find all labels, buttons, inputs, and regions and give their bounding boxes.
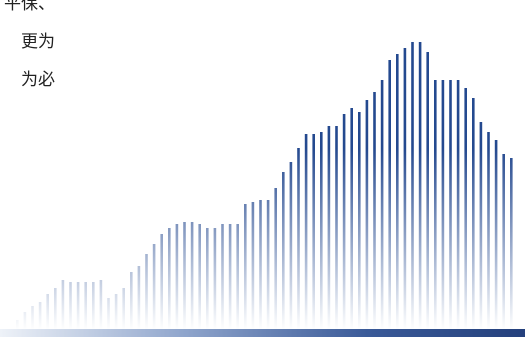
bar	[54, 288, 57, 330]
bar	[342, 114, 346, 330]
bar	[114, 294, 118, 330]
bar	[327, 126, 331, 330]
bar	[365, 100, 369, 330]
bar	[122, 288, 125, 330]
bar	[464, 88, 467, 330]
bar	[426, 52, 429, 330]
bar	[434, 80, 437, 330]
bar	[479, 122, 483, 330]
bar	[297, 148, 300, 330]
bottom-band	[0, 329, 525, 337]
bar	[236, 224, 239, 330]
bar	[244, 204, 247, 330]
bar	[69, 282, 72, 330]
bar	[403, 48, 407, 330]
bar	[61, 280, 65, 330]
bar	[190, 222, 194, 330]
bar	[107, 298, 110, 330]
bar	[221, 224, 224, 330]
bar	[456, 80, 460, 330]
bar	[282, 172, 285, 330]
bar	[380, 80, 384, 330]
bar	[388, 60, 391, 330]
bar	[99, 280, 103, 330]
bar	[152, 244, 156, 330]
bar	[472, 98, 475, 330]
bar	[411, 42, 414, 330]
bar	[175, 224, 179, 330]
bar	[137, 266, 141, 330]
bar	[38, 302, 42, 330]
bar	[130, 272, 133, 330]
bar	[449, 80, 452, 330]
bar	[168, 228, 171, 330]
bar-series	[16, 42, 513, 330]
bar	[487, 132, 490, 330]
bar	[206, 228, 209, 330]
bar	[396, 54, 399, 330]
bar	[145, 254, 148, 330]
bar	[183, 222, 186, 330]
bar	[213, 228, 217, 330]
bar	[259, 200, 262, 330]
bar	[84, 282, 87, 330]
bar	[304, 134, 308, 330]
bar	[358, 112, 361, 330]
bar	[76, 282, 80, 330]
bar	[251, 202, 255, 330]
bar	[198, 224, 201, 330]
bar	[289, 162, 293, 330]
bar	[441, 80, 445, 330]
bar	[502, 154, 505, 330]
bar	[320, 132, 323, 330]
bar	[23, 312, 27, 330]
bar	[46, 294, 49, 330]
bar	[31, 306, 34, 330]
text-fragment-2: 为必	[21, 70, 55, 90]
bar	[274, 188, 277, 330]
bar	[266, 200, 270, 330]
text-fragment-0: 平保、	[4, 0, 55, 14]
bar	[418, 42, 422, 330]
bar	[92, 282, 95, 330]
bar	[160, 234, 163, 330]
bar	[510, 158, 513, 330]
bar	[494, 140, 498, 330]
bar	[16, 320, 19, 330]
bar	[228, 224, 232, 330]
bar	[373, 92, 376, 330]
bar	[312, 134, 315, 330]
bar	[350, 108, 353, 330]
text-fragment-1: 更为	[21, 32, 55, 52]
bar	[335, 126, 338, 330]
